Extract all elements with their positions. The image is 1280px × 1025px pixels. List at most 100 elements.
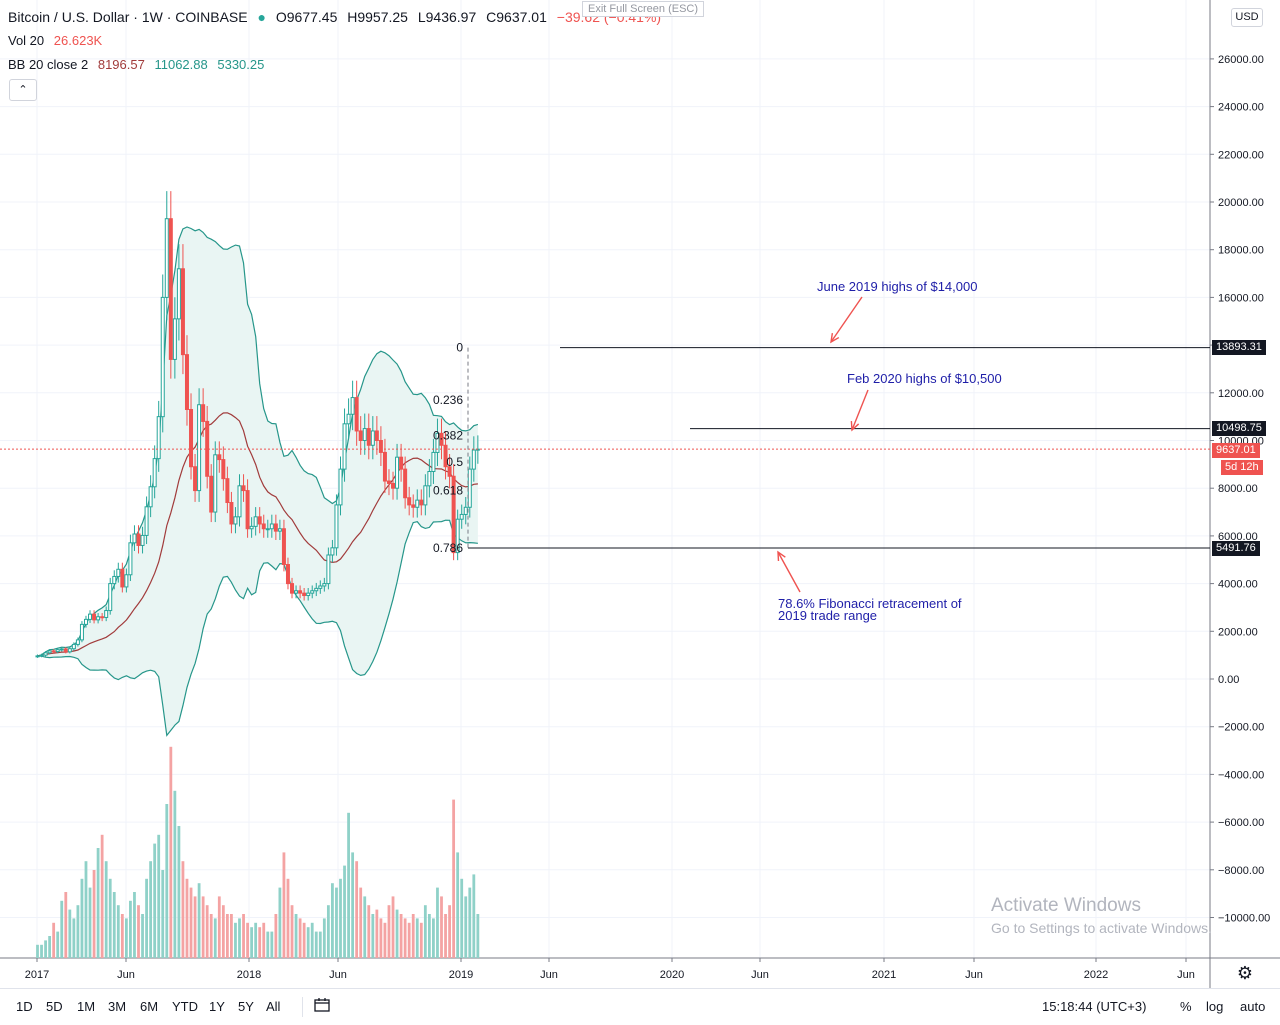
candle-body [59, 648, 64, 651]
volume-bar [371, 914, 375, 958]
volume-bar [64, 892, 68, 958]
timeframe-1d[interactable]: 1D [16, 999, 33, 1014]
annotation-fib-line2[interactable]: 2019 trade range [778, 608, 878, 623]
toolbar-divider [302, 997, 303, 1017]
timeframe-5y[interactable]: 5Y [238, 999, 254, 1014]
auto-scale-toggle[interactable]: auto [1240, 999, 1266, 1014]
candle [213, 441, 218, 523]
candle [306, 587, 311, 601]
candle [399, 443, 404, 482]
volume-bar [310, 922, 314, 958]
volume-bars [36, 746, 480, 958]
candle [140, 526, 145, 554]
candle [310, 585, 315, 599]
candle-body [459, 513, 464, 520]
candle-body [407, 497, 412, 506]
annotation-june-highs[interactable]: June 2019 highs of $14,000 [817, 279, 978, 294]
candle [237, 474, 242, 527]
candle-body [342, 423, 347, 470]
candle [370, 416, 375, 460]
timezone-clock[interactable]: 15:18:44 (UTC+3) [1042, 999, 1147, 1014]
candle-body [164, 218, 169, 298]
bollinger-legend[interactable]: BB 20 close 2 8196.57 11062.88 5330.25 [8, 57, 270, 72]
price-tick-label: −10000.00 [1218, 913, 1270, 925]
timeframe-1m[interactable]: 1M [77, 999, 96, 1014]
volume-legend[interactable]: Vol 20 26.623K [8, 33, 108, 48]
volume-bar [440, 896, 443, 958]
volume-bar [60, 900, 64, 958]
volume-bar [221, 905, 225, 958]
exit-fullscreen-button[interactable]: Exit Full Screen (ESC) [582, 1, 705, 17]
volume-bar [464, 896, 468, 958]
bollinger-lower-value: 5330.25 [217, 57, 265, 72]
volume-bar [331, 883, 334, 958]
candle-body [269, 523, 274, 530]
candle-body [108, 583, 113, 612]
candle-body [253, 516, 258, 527]
candle-body [100, 616, 105, 619]
annotation-feb-highs[interactable]: Feb 2020 highs of $10,500 [847, 371, 1002, 386]
candle [326, 547, 331, 590]
candle-body [455, 518, 460, 554]
currency-button[interactable]: USD [1231, 8, 1263, 27]
price-tick-label: −6000.00 [1218, 817, 1264, 829]
percent-scale-toggle[interactable]: % [1180, 999, 1192, 1014]
candle-body [419, 499, 424, 506]
candle [322, 577, 327, 592]
annotation-fib-line1[interactable]: 78.6% Fibonacci retracement of [778, 596, 962, 611]
candle [298, 585, 303, 599]
candle [108, 577, 113, 615]
price-label-feb-high[interactable]: 10498.75 [1212, 421, 1266, 436]
price-tick-label: 8000.00 [1218, 483, 1258, 495]
candle-body [75, 639, 80, 645]
volume-bar [456, 852, 460, 958]
timeframe-all[interactable]: All [266, 999, 281, 1014]
candle-body [51, 650, 56, 653]
candle [314, 582, 319, 597]
price-tick-label: 6000.00 [1218, 531, 1258, 543]
candle-body [443, 444, 448, 468]
price-label-current[interactable]: 9637.01 [1212, 443, 1260, 458]
candle-body [467, 468, 472, 508]
gear-icon[interactable]: ⚙ [1236, 963, 1254, 983]
volume-bar [363, 896, 367, 958]
bollinger-upper-value: 11062.88 [154, 57, 208, 72]
candle-body [152, 458, 157, 488]
volume-bar [80, 878, 84, 958]
candle-body [201, 404, 206, 422]
log-scale-toggle[interactable]: log [1206, 999, 1224, 1014]
volume-bar [88, 887, 92, 958]
timeframe-6m[interactable]: 6M [140, 999, 159, 1014]
candle [193, 453, 198, 502]
price-label-fib-low[interactable]: 5491.76 [1212, 541, 1260, 556]
volume-bar [448, 905, 451, 958]
candle [96, 613, 101, 624]
candle [221, 446, 226, 491]
volume-bar [335, 887, 338, 958]
volume-bar [213, 918, 217, 958]
candle [43, 651, 48, 657]
candle [386, 469, 391, 496]
calendar-range-icon[interactable] [314, 998, 330, 1012]
candle-body [71, 643, 76, 650]
candle-body [354, 397, 359, 432]
candle-body [285, 564, 290, 585]
candle [253, 507, 258, 536]
candle-body [451, 475, 456, 554]
candle [156, 400, 161, 472]
candle [451, 464, 456, 561]
volume-bar [266, 931, 270, 958]
candle-body [180, 268, 185, 356]
volume-bar [72, 918, 76, 958]
candle-body [140, 534, 145, 546]
timeframe-5d[interactable]: 5D [46, 999, 63, 1014]
timeframe-ytd[interactable]: YTD [172, 999, 198, 1014]
candle [92, 610, 97, 624]
volume-bar [286, 878, 290, 958]
timeframe-3m[interactable]: 3M [108, 999, 127, 1014]
collapse-legend-button[interactable]: ⌃ [9, 79, 37, 101]
timeframe-1y[interactable]: 1Y [209, 999, 225, 1014]
candle [172, 297, 177, 379]
price-label-june-high[interactable]: 13893.31 [1212, 340, 1266, 355]
price-chart[interactable]: 26000.00 24000.00 22000.00 20000.00 18000.00… [0, 0, 1280, 988]
